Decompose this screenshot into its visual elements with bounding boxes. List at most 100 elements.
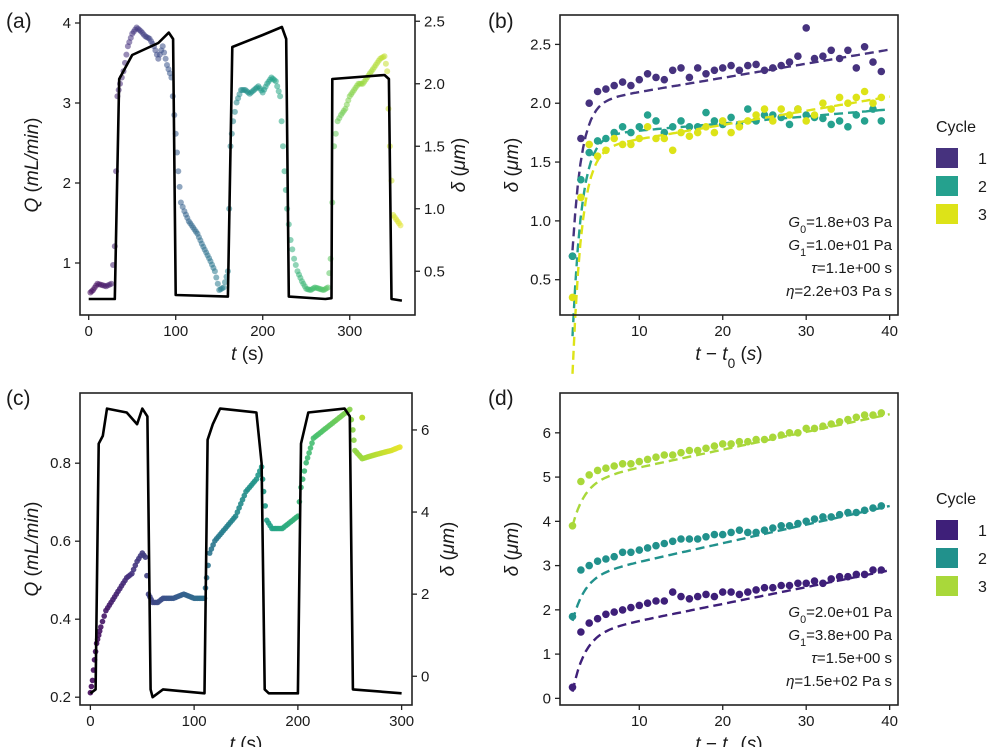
- data-point: [693, 128, 702, 137]
- data-point: [752, 528, 760, 537]
- data-point: [827, 46, 835, 55]
- data-point: [652, 134, 660, 143]
- delta-point: [292, 262, 299, 268]
- data-point: [660, 451, 669, 459]
- data-point: [819, 513, 827, 521]
- data-point: [568, 522, 577, 530]
- data-point: [643, 123, 652, 131]
- delta-point: [89, 677, 96, 684]
- data-point: [777, 105, 785, 113]
- data-point: [877, 93, 886, 102]
- y-tick-label-right: 1.0: [424, 201, 445, 218]
- data-point: [727, 61, 735, 70]
- data-point: [869, 105, 877, 113]
- delta-point: [211, 268, 218, 275]
- data-point: [585, 99, 593, 107]
- delta-point: [350, 427, 356, 433]
- data-point: [794, 105, 802, 113]
- plot-frame: [559, 14, 899, 316]
- data-point: [785, 120, 794, 129]
- data-point: [869, 411, 877, 419]
- y-tick-label-right: 2: [421, 586, 429, 603]
- data-point: [835, 572, 844, 581]
- flow-line: [89, 407, 402, 699]
- data-point: [593, 614, 602, 623]
- data-point: [668, 123, 677, 131]
- data-point: [643, 544, 652, 552]
- data-point: [810, 424, 819, 433]
- data-point: [627, 460, 635, 468]
- fit-curve: [571, 48, 890, 251]
- fit-curve: [571, 504, 890, 622]
- data-point: [844, 508, 852, 517]
- delta-point: [325, 284, 331, 291]
- x-tick-label: 300: [389, 713, 414, 730]
- data-point: [577, 477, 585, 486]
- data-point: [844, 46, 852, 55]
- data-point: [819, 99, 827, 107]
- data-point: [835, 510, 844, 519]
- y-tick-label-left: 1: [63, 255, 71, 272]
- data-point: [577, 628, 585, 636]
- data-point: [627, 128, 635, 137]
- data-point: [852, 64, 861, 72]
- legend-label: 1: [978, 523, 987, 540]
- y-tick-label-left: 3: [63, 95, 71, 112]
- data-point: [735, 437, 744, 446]
- legend-label: 2: [978, 551, 987, 568]
- data-point: [794, 429, 802, 437]
- data-point: [593, 152, 602, 160]
- delta-point: [306, 450, 312, 456]
- x-tick-label: 30: [798, 713, 815, 730]
- delta-point: [142, 554, 149, 560]
- y-tick-label: 2: [543, 602, 551, 619]
- data-point: [769, 524, 777, 532]
- data-point: [777, 61, 785, 70]
- y-axis-label-left: Q (mL/min): [22, 117, 43, 212]
- data-point: [618, 548, 627, 557]
- data-point: [702, 590, 710, 599]
- data-point: [852, 111, 861, 119]
- y-tick-label: 0.5: [530, 272, 551, 289]
- data-point: [685, 595, 694, 603]
- data-point: [677, 592, 685, 601]
- data-point: [860, 411, 869, 419]
- data-point: [727, 128, 735, 137]
- data-point: [794, 579, 802, 588]
- x-axis-label: t − t0 (s): [695, 734, 762, 747]
- delta-point: [397, 222, 404, 229]
- panel-d: 10 20 30 40 0 1 2 3 4 5 6 t − t0 (s) δ (μm) G0=2.0e+0…: [488, 387, 899, 747]
- panel-c: 0 100 200 300 0.2 0.4 0.6 0.8 0 2 4 6 t (s) Q (mL/min…: [6, 387, 459, 747]
- data-point: [602, 85, 610, 93]
- delta-point: [88, 683, 95, 690]
- data-point: [777, 522, 785, 530]
- data-point: [635, 75, 644, 84]
- data-point: [727, 113, 735, 122]
- series-2: [568, 502, 890, 622]
- data-point: [760, 583, 769, 592]
- y-axis-label-right: δ (μm): [449, 138, 470, 193]
- data-point: [652, 541, 660, 550]
- y-tick-label: 3: [543, 558, 551, 575]
- data-point: [677, 535, 685, 543]
- data-point: [668, 588, 677, 596]
- legend-label: 3: [978, 579, 987, 596]
- delta-point: [222, 279, 228, 286]
- flow-line: [88, 25, 403, 302]
- data-point: [702, 444, 710, 453]
- delta-series: [87, 406, 403, 696]
- y-tick-label-right: 0.5: [424, 263, 445, 280]
- data-point: [652, 453, 660, 462]
- x-tick-label: 30: [798, 323, 815, 340]
- y-tick-label-right: 1.5: [424, 138, 445, 155]
- data-point: [752, 586, 760, 594]
- data-point: [877, 117, 886, 125]
- data-point: [693, 446, 702, 455]
- data-point: [810, 577, 819, 585]
- data-point: [693, 535, 702, 543]
- data-point: [635, 546, 644, 554]
- legend-label: 2: [978, 179, 987, 196]
- data-point: [769, 433, 777, 442]
- data-point: [627, 548, 635, 557]
- series-3: [568, 409, 890, 530]
